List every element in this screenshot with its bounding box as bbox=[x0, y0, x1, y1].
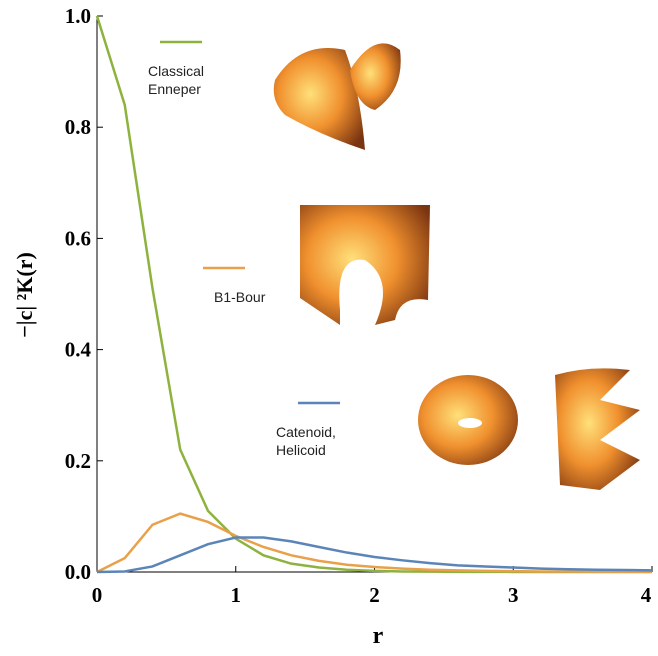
y-tick-label: 0.0 bbox=[65, 560, 91, 584]
x-tick-label: 2 bbox=[369, 583, 380, 607]
series-line bbox=[96, 536, 653, 574]
x-tick-label: 0 bbox=[92, 583, 103, 607]
legend-label: Classical Enneper bbox=[148, 63, 205, 97]
y-tick-label: 0.8 bbox=[65, 115, 91, 139]
y-axis-label: −|c| ²K(r) bbox=[12, 252, 37, 338]
legend-label: Catenoid, Helicoid bbox=[276, 424, 336, 458]
legend-label: B1-Bour bbox=[214, 289, 266, 305]
y-tick-label: 1.0 bbox=[65, 4, 91, 28]
y-tick-label: 0.6 bbox=[65, 226, 91, 250]
series-line bbox=[96, 512, 653, 574]
x-axis-label: r bbox=[373, 623, 384, 649]
y-tick-label: 0.4 bbox=[65, 338, 92, 362]
x-tick-label: 1 bbox=[231, 583, 242, 607]
y-tick-label: 0.2 bbox=[65, 449, 91, 473]
x-tick-label: 3 bbox=[508, 583, 519, 607]
x-tick-label: 4 bbox=[641, 583, 652, 607]
surface-illustrations bbox=[273, 43, 640, 490]
